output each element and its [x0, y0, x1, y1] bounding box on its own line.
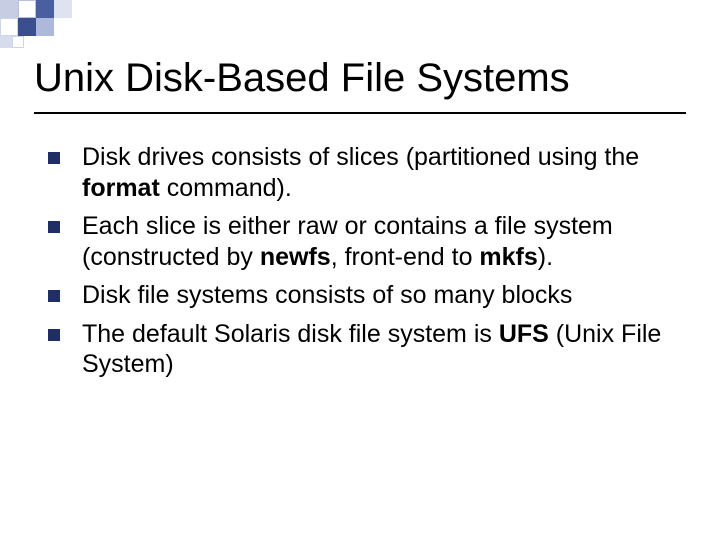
list-item-text: Each slice is either raw or contains a f… [82, 211, 672, 272]
list-item-text: Disk file systems consists of so many bl… [82, 280, 672, 311]
deco-square [36, 0, 54, 18]
text-bold: UFS [499, 320, 549, 348]
text-bold: mkfs [479, 243, 537, 271]
list-item: Each slice is either raw or contains a f… [48, 211, 672, 272]
deco-square [0, 18, 18, 36]
text-bold: format [82, 174, 160, 202]
bullet-marker [48, 290, 60, 302]
list-item: Disk drives consists of slices (partitio… [48, 142, 672, 203]
text-pre: The default Solaris disk file system is [82, 320, 499, 348]
deco-square [0, 0, 18, 18]
deco-square [12, 36, 24, 48]
text-pre: Disk drives consists of slices (partitio… [82, 143, 639, 171]
list-item: The default Solaris disk file system is … [48, 319, 672, 380]
list-item: Disk file systems consists of so many bl… [48, 280, 672, 311]
deco-square [0, 36, 12, 48]
list-item-text: Disk drives consists of slices (partitio… [82, 142, 672, 203]
deco-square [18, 0, 36, 18]
bullet-marker [48, 221, 60, 233]
bullet-list: Disk drives consists of slices (partitio… [48, 142, 672, 388]
text-pre: Disk file systems consists of so many bl… [82, 281, 572, 309]
text-mid: command). [160, 174, 292, 202]
deco-square [54, 0, 72, 18]
bullet-marker [48, 152, 60, 164]
slide-title: Unix Disk-Based File Systems [34, 56, 570, 101]
slide: Unix Disk-Based File Systems Disk drives… [0, 0, 720, 540]
text-post: ). [538, 243, 553, 271]
text-bold: newfs [260, 243, 331, 271]
deco-square [18, 18, 36, 36]
bullet-marker [48, 329, 60, 341]
title-underline [34, 112, 686, 114]
text-mid: , front-end to [331, 243, 480, 271]
list-item-text: The default Solaris disk file system is … [82, 319, 672, 380]
deco-square [36, 18, 54, 36]
